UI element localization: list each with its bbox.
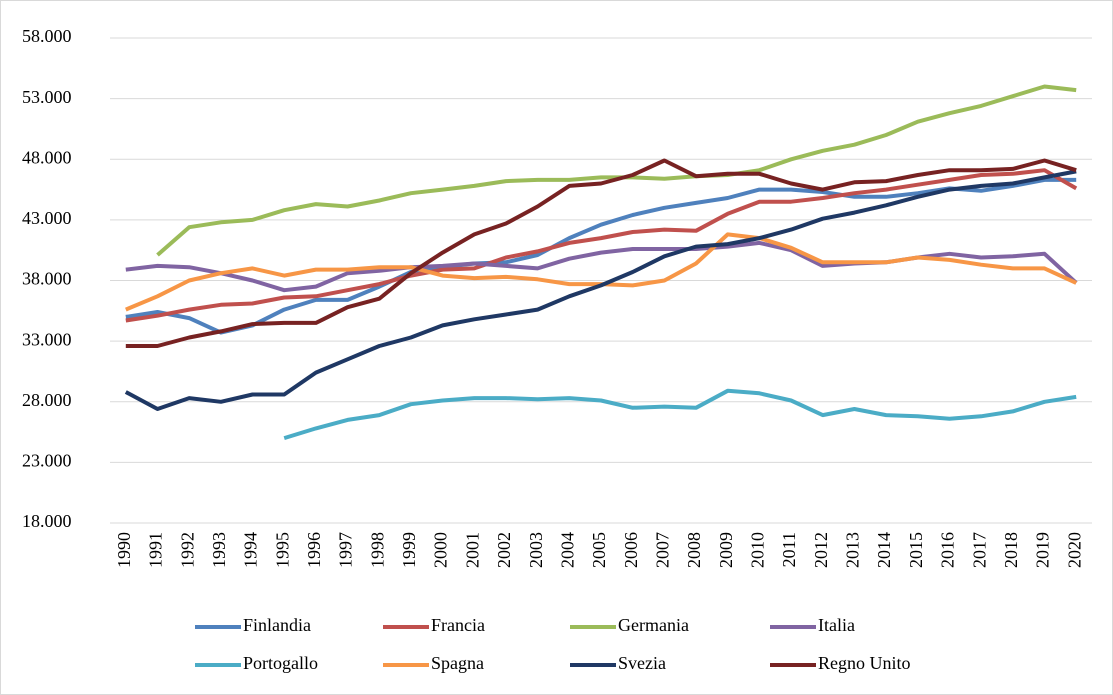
y-tick-label: 58.000 [22,26,72,46]
x-tick-label: 1999 [399,532,419,568]
y-tick-label: 33.000 [22,329,72,349]
y-tick-label: 28.000 [22,390,72,410]
x-tick-label: 2019 [1033,532,1053,568]
legend-label: Regno Unito [818,653,911,673]
x-tick-label: 2006 [621,532,641,568]
x-tick-label: 1995 [272,532,292,568]
x-tick-label: 2016 [938,532,958,568]
series-line [125,177,1077,335]
series-line [283,388,1077,441]
x-tick-label: 2000 [431,532,451,568]
x-tick-label: 2005 [589,532,609,568]
x-tick-label: 2018 [1001,532,1021,568]
y-tick-label: 23.000 [22,451,72,471]
x-tick-label: 1992 [177,532,197,568]
x-tick-label: 2013 [843,532,863,568]
x-tick-label: 2008 [684,532,704,568]
legend-label: Svezia [618,653,666,673]
x-tick-label: 2002 [494,532,514,568]
y-tick-label: 53.000 [22,87,72,107]
series-line [125,158,1077,348]
legend-label: Finlandia [243,615,311,635]
x-tick-label: 2012 [811,532,831,568]
x-tick-label: 1996 [304,532,324,568]
x-tick-label: 1994 [241,532,261,568]
x-tick-label: 2001 [462,532,482,568]
x-tick-label: 2004 [557,532,577,568]
x-tick-label: 2017 [969,532,989,568]
x-tick-label: 2003 [526,532,546,568]
series-line [124,169,1077,411]
x-tick-label: 2009 [716,532,736,568]
legend-label: Francia [431,615,485,635]
series-line [125,168,1078,323]
legend-label: Spagna [431,653,484,673]
x-tick-label: 1991 [146,532,166,568]
x-tick-label: 1993 [209,532,229,568]
x-tick-label: 2007 [652,532,672,568]
y-tick-label: 18.000 [22,511,72,531]
x-tick-label: 1997 [336,532,356,568]
y-tick-label: 43.000 [22,208,72,228]
x-tick-label: 2010 [748,532,768,568]
legend-label: Germania [618,615,689,635]
legend-label: Portogallo [243,653,318,673]
x-tick-label: 2011 [779,532,799,567]
x-tick-label: 2020 [1064,532,1084,568]
x-tick-label: 1998 [367,532,387,568]
x-tick-label: 2015 [906,532,926,568]
y-tick-label: 48.000 [22,147,72,167]
legend-label: Italia [818,615,855,635]
y-tick-label: 38.000 [22,269,72,289]
x-tick-label: 2014 [874,532,894,568]
x-tick-label: 1990 [114,532,134,568]
